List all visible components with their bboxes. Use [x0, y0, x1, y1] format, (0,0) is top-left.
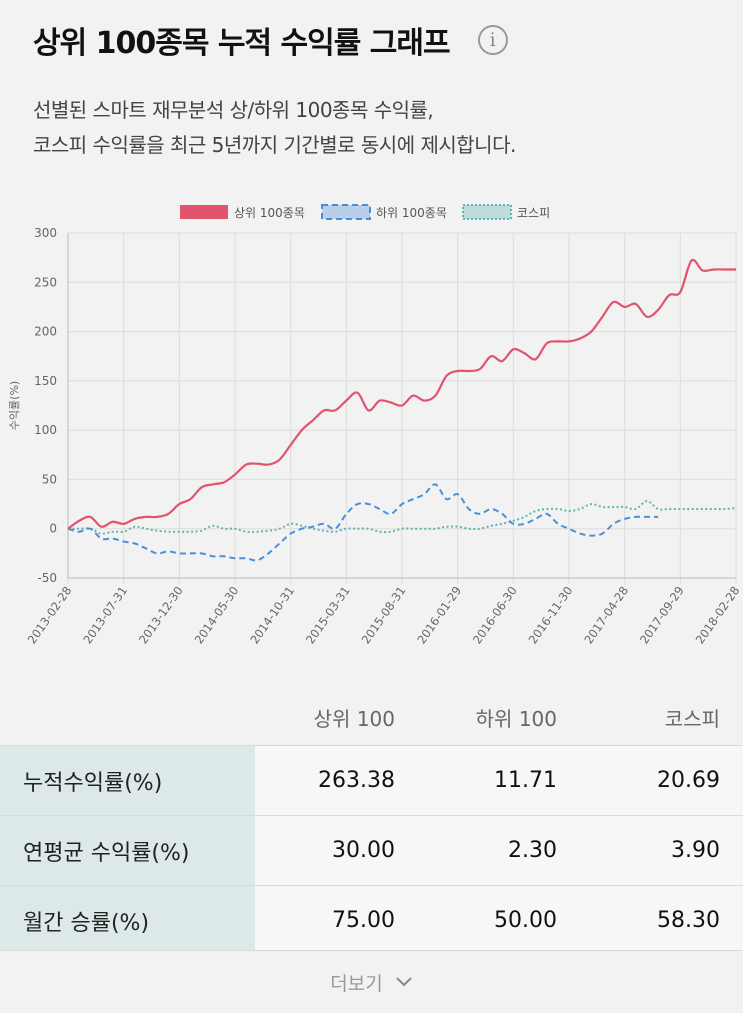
cell-value: 11.71: [494, 768, 557, 793]
description-line-2: 코스피 수익률을 최근 5년까지 기간별로 동시에 제시합니다.: [33, 133, 516, 157]
legend-swatch-kospi: [462, 204, 512, 220]
y-tick-label: 50: [42, 472, 57, 486]
x-tick-label: 2014-10-31: [247, 584, 297, 647]
series-line-kospi: [68, 500, 737, 535]
col-header-top100: 상위 100: [313, 707, 395, 731]
legend-label: 하위 100종목: [376, 206, 447, 220]
cell-value: 30.00: [332, 838, 395, 863]
returns-line-chart: -50 0 50 100 150 200 250 300 2013-02-28 2013-07-3…: [8, 204, 743, 647]
stats-row-annual: 연평균 수익률(%) 30.00 2.30 3.90: [0, 815, 743, 885]
x-tick-label: 2016-11-30: [526, 584, 576, 647]
stats-header-row: 상위 100 하위 100 코스피: [0, 690, 743, 745]
info-icon[interactable]: i: [477, 25, 508, 55]
y-tick-label: 100: [34, 423, 57, 437]
cell-value: 263.38: [318, 768, 395, 793]
col-header-kospi: 코스피: [664, 707, 720, 731]
series-line-top100: [67, 258, 736, 530]
row-label: 월간 승률(%): [0, 886, 255, 955]
description-line-1: 선별된 스마트 재무분석 상/하위 100종목 수익률,: [33, 98, 434, 122]
y-tick-label: 150: [34, 374, 57, 388]
col-header-bottom100: 하위 100: [475, 707, 557, 731]
x-tick-label: 2018-02-28: [693, 584, 743, 647]
x-tick-label: 2013-02-28: [25, 584, 75, 647]
legend-label: 코스피: [517, 206, 550, 220]
cell-value: 75.00: [332, 908, 395, 933]
y-axis-label: 수익률(%): [8, 381, 21, 430]
page-title: 상위 100종목 누적 수익률 그래프: [33, 26, 451, 61]
legend-swatch-top100: [180, 205, 228, 219]
x-tick-label: 2016-01-29: [414, 584, 464, 647]
y-tick-label: 200: [34, 325, 57, 339]
row-label: 누적수익률(%): [0, 746, 255, 815]
legend-label: 상위 100종목: [234, 206, 305, 220]
x-tick-label: 2017-04-28: [581, 584, 631, 647]
more-button[interactable]: 더보기: [0, 950, 743, 1013]
x-tick-label: 2013-07-31: [80, 584, 130, 647]
cell-value: 58.30: [657, 908, 720, 933]
x-tick-label: 2015-03-31: [303, 584, 353, 647]
legend-swatch-bottom100: [321, 204, 371, 220]
series-line-bottom100: [67, 483, 659, 562]
more-label: 더보기: [330, 972, 383, 995]
cell-value: 2.30: [508, 838, 557, 863]
x-tick-label: 2013-12-30: [136, 584, 186, 647]
stats-table: 상위 100 하위 100 코스피 누적수익률(%) 263.38 11.71 …: [0, 690, 743, 955]
header: 상위 100종목 누적 수익률 그래프 i: [33, 18, 508, 62]
cell-value: 50.00: [494, 908, 557, 933]
y-tick-label: 250: [34, 275, 57, 289]
x-tick-label: 2014-05-30: [192, 584, 242, 647]
x-tick-label: 2015-08-31: [359, 584, 409, 647]
row-label: 연평균 수익률(%): [0, 816, 255, 885]
y-tick-label: -50: [37, 571, 57, 585]
y-tick-label: 0: [49, 522, 57, 536]
stats-row-winrate: 월간 승률(%) 75.00 50.00 58.30: [0, 885, 743, 955]
stats-row-cumulative: 누적수익률(%) 263.38 11.71 20.69: [0, 745, 743, 815]
y-tick-label: 300: [34, 226, 57, 240]
x-tick-label: 2017-09-29: [637, 584, 687, 647]
cell-value: 3.90: [671, 838, 720, 863]
chevron-down-icon: [396, 977, 412, 987]
cell-value: 20.69: [657, 768, 720, 793]
x-tick-label: 2016-06-30: [470, 584, 520, 647]
description: 선별된 스마트 재무분석 상/하위 100종목 수익률, 코스피 수익률을 최근…: [33, 93, 723, 163]
